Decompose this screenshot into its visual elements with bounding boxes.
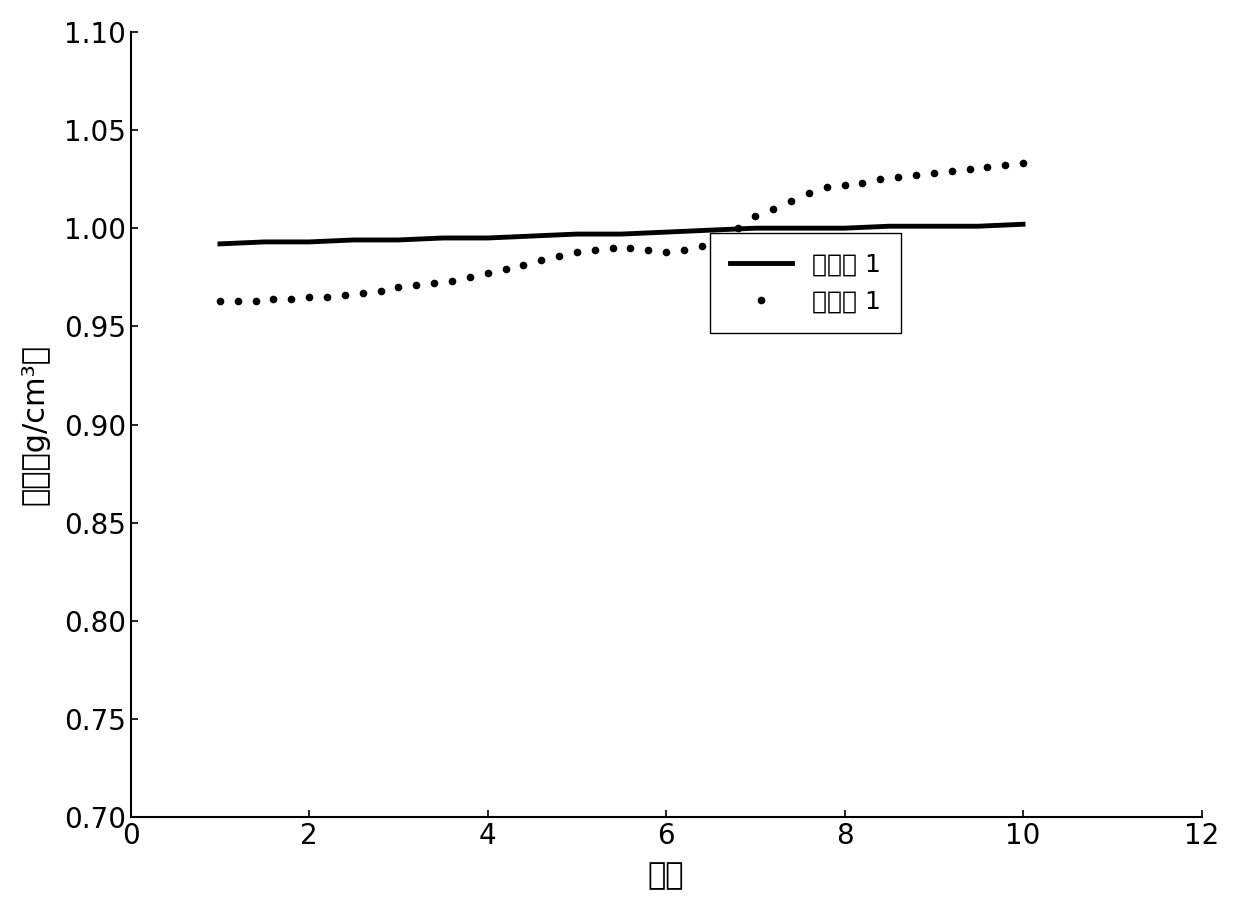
对比例 1 bbox=[320, 292, 335, 302]
对比例 1 bbox=[356, 288, 371, 299]
对比例 1 bbox=[944, 166, 959, 177]
对比例 1 bbox=[463, 271, 477, 282]
实施例 1 bbox=[212, 239, 227, 250]
对比例 1 bbox=[694, 241, 709, 251]
实施例 1 bbox=[614, 229, 629, 240]
对比例 1 bbox=[980, 162, 994, 173]
对比例 1 bbox=[998, 159, 1013, 170]
实施例 1 bbox=[1016, 219, 1030, 230]
实施例 1 bbox=[257, 237, 272, 248]
对比例 1 bbox=[231, 295, 246, 306]
对比例 1 bbox=[409, 280, 424, 291]
对比例 1 bbox=[391, 281, 405, 292]
对比例 1 bbox=[516, 260, 531, 271]
对比例 1 bbox=[873, 174, 888, 185]
对比例 1 bbox=[712, 232, 727, 243]
对比例 1 bbox=[444, 276, 459, 287]
对比例 1 bbox=[820, 181, 835, 192]
对比例 1 bbox=[373, 285, 388, 296]
对比例 1 bbox=[569, 246, 584, 257]
对比例 1 bbox=[427, 278, 441, 289]
对比例 1 bbox=[658, 246, 673, 257]
实施例 1 bbox=[703, 225, 718, 236]
实施例 1 bbox=[926, 220, 941, 231]
对比例 1 bbox=[605, 242, 620, 253]
实施例 1 bbox=[435, 232, 450, 243]
Legend: 实施例 1, 对比例 1: 实施例 1, 对比例 1 bbox=[709, 233, 901, 333]
对比例 1 bbox=[480, 268, 495, 279]
对比例 1 bbox=[498, 264, 513, 275]
Line: 对比例 1: 对比例 1 bbox=[217, 160, 1027, 304]
对比例 1 bbox=[766, 203, 781, 214]
实施例 1 bbox=[346, 234, 361, 245]
Line: 实施例 1: 实施例 1 bbox=[219, 224, 1023, 244]
对比例 1 bbox=[301, 292, 316, 302]
实施例 1 bbox=[882, 220, 897, 231]
对比例 1 bbox=[856, 178, 870, 189]
X-axis label: 编号: 编号 bbox=[647, 861, 684, 890]
实施例 1 bbox=[480, 232, 495, 243]
对比例 1 bbox=[248, 295, 263, 306]
对比例 1 bbox=[677, 244, 692, 255]
对比例 1 bbox=[748, 211, 763, 222]
对比例 1 bbox=[909, 169, 924, 180]
Y-axis label: 密度（g/cm³）: 密度（g/cm³） bbox=[21, 344, 50, 505]
对比例 1 bbox=[337, 290, 352, 301]
实施例 1 bbox=[658, 227, 673, 238]
实施例 1 bbox=[748, 222, 763, 233]
实施例 1 bbox=[971, 220, 986, 231]
实施例 1 bbox=[792, 222, 807, 233]
对比例 1 bbox=[837, 179, 852, 190]
实施例 1 bbox=[391, 234, 405, 245]
对比例 1 bbox=[588, 244, 603, 255]
对比例 1 bbox=[890, 171, 905, 182]
实施例 1 bbox=[837, 222, 852, 233]
对比例 1 bbox=[801, 188, 816, 199]
对比例 1 bbox=[926, 168, 941, 179]
对比例 1 bbox=[962, 164, 977, 175]
实施例 1 bbox=[525, 230, 539, 241]
对比例 1 bbox=[212, 295, 227, 306]
对比例 1 bbox=[641, 244, 656, 255]
对比例 1 bbox=[552, 251, 567, 261]
实施例 1 bbox=[301, 237, 316, 248]
对比例 1 bbox=[533, 254, 548, 265]
对比例 1 bbox=[1016, 158, 1030, 169]
对比例 1 bbox=[622, 242, 637, 253]
对比例 1 bbox=[784, 195, 799, 206]
对比例 1 bbox=[730, 222, 745, 233]
对比例 1 bbox=[284, 293, 299, 304]
对比例 1 bbox=[267, 293, 281, 304]
实施例 1 bbox=[569, 229, 584, 240]
